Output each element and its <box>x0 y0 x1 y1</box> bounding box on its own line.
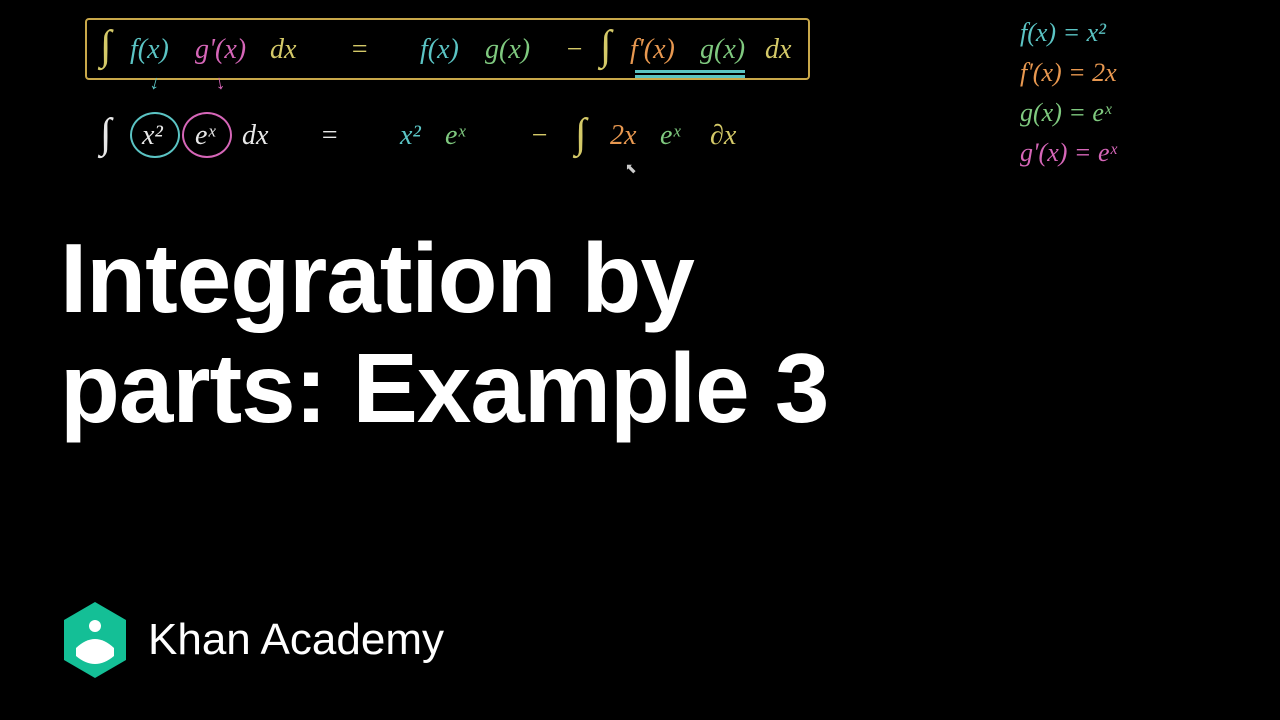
dx-1: dx <box>270 34 296 66</box>
twox-term: 2x <box>610 120 636 152</box>
minus-2: − <box>530 120 549 152</box>
underline-accent <box>635 70 745 73</box>
dx-3: dx <box>242 120 268 152</box>
equals-1: = <box>350 34 369 66</box>
ex-term-3: eˣ <box>660 120 680 152</box>
assign-gprime: g'(x) = eˣ <box>1020 138 1117 168</box>
cursor-icon: ⬉ <box>625 160 637 177</box>
khan-logo-icon <box>60 600 130 680</box>
ex-term: eˣ <box>195 120 215 152</box>
fprime-term: f'(x) <box>630 34 675 66</box>
gx-term-2: g(x) <box>700 34 745 66</box>
x2-term: x² <box>142 120 163 152</box>
dx-4: ∂x <box>710 120 736 152</box>
underline-accent-2 <box>635 75 745 78</box>
gx-term: g(x) <box>485 34 530 66</box>
minus-1: − <box>565 34 584 66</box>
blackboard-area: ∫ f(x) g'(x) dx = f(x) g(x) − ∫ f'(x) g(… <box>0 0 1280 260</box>
integral-sign-4: ∫ <box>575 110 587 158</box>
video-title-line2: parts: Example 3 <box>60 335 828 443</box>
brand-container: Khan Academy <box>60 600 444 680</box>
fx-term-2: f(x) <box>420 34 459 66</box>
integral-sign-2: ∫ <box>600 22 612 70</box>
brand-name: Khan Academy <box>148 615 444 665</box>
fx-term: f(x) <box>130 34 169 66</box>
assign-fprime: f'(x) = 2x <box>1020 58 1117 88</box>
x2-term-2: x² <box>400 120 421 152</box>
dx-2: dx <box>765 34 791 66</box>
integral-sign-3: ∫ <box>100 110 112 158</box>
ex-term-2: eˣ <box>445 120 465 152</box>
integral-sign-1: ∫ <box>100 22 112 70</box>
assign-gx: g(x) = eˣ <box>1020 98 1111 128</box>
gprime-term: g'(x) <box>195 34 246 66</box>
assign-fx: f(x) = x² <box>1020 18 1106 48</box>
equals-2: = <box>320 120 339 152</box>
video-title-line1: Integration by <box>60 225 694 333</box>
